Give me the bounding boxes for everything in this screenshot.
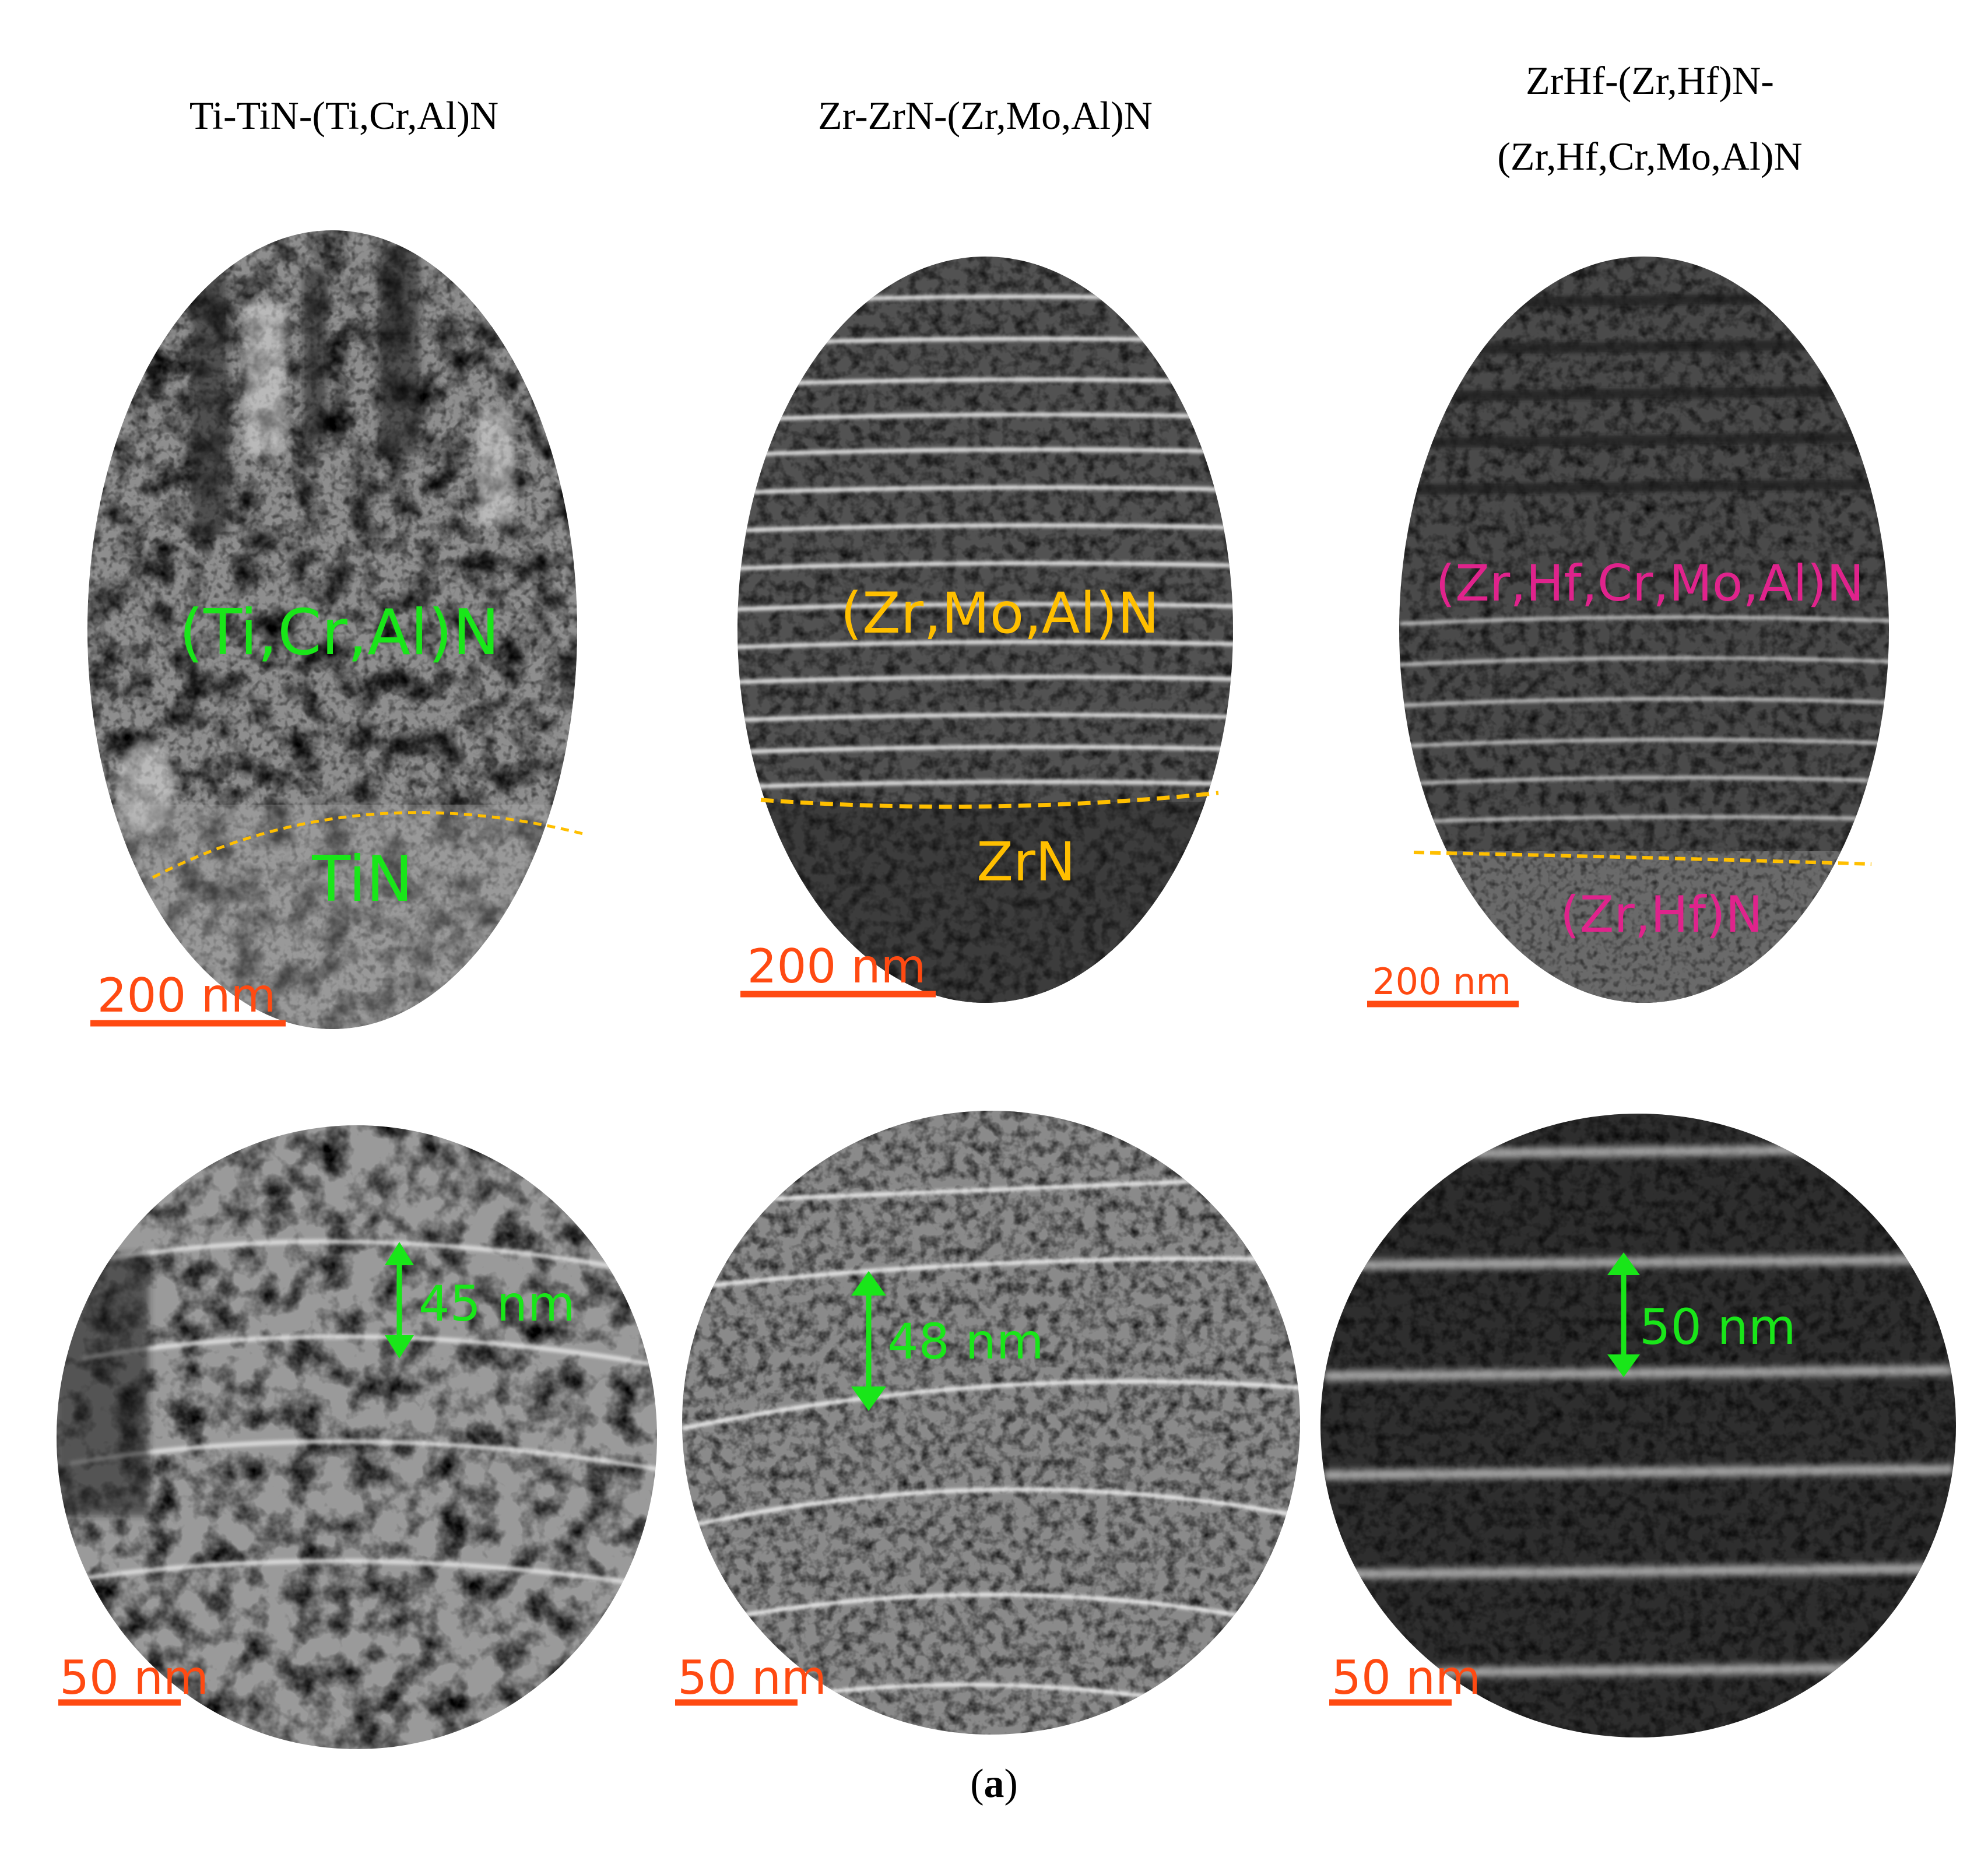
column-title-1: Ti-TiN-(Ti,Cr,Al)N: [189, 93, 499, 138]
interface-line: [760, 791, 1219, 809]
phase-label: (Zr,Mo,Al)N: [841, 581, 1160, 646]
scale-bar-label: 50 nm: [677, 1651, 827, 1705]
tem-panel-ti-bottom: [57, 1125, 657, 1749]
phase-label: (Zr,Hf)N: [1560, 886, 1763, 944]
tem-panel-zrhf-bottom: [1320, 1114, 1956, 1737]
scale-bars: [58, 991, 1519, 1706]
column-title-2: Zr-ZrN-(Zr,Mo,Al)N: [818, 93, 1153, 138]
scale-bar-label: 200 nm: [1372, 960, 1511, 1003]
double-arrow-icon: [851, 1271, 886, 1411]
scale-bar-label: 200 nm: [97, 968, 276, 1023]
period-label: 45 nm: [419, 1275, 575, 1332]
interface-line: [1413, 851, 1872, 866]
period-label: 48 nm: [887, 1313, 1044, 1370]
figure-caption: (a): [970, 1761, 1018, 1806]
period-label: 50 nm: [1639, 1298, 1796, 1356]
phase-label: (Ti,Cr,Al)N: [179, 596, 500, 669]
column-title-3-line-2: (Zr,Hf,Cr,Mo,Al)N: [1497, 134, 1803, 178]
scale-bar-label: 200 nm: [747, 939, 926, 994]
phase-label: ZrN: [977, 831, 1076, 893]
tem-panel-ti-top: [87, 230, 577, 1029]
double-arrow-icon: [1607, 1252, 1640, 1377]
phase-label: TiN: [311, 843, 413, 916]
column-title-3-line-1: ZrHf-(Zr,Hf)N-: [1526, 58, 1774, 103]
scale-bar-label: 50 nm: [59, 1651, 209, 1705]
period-arrows: [385, 1242, 1640, 1411]
double-arrow-icon: [385, 1242, 414, 1358]
scale-bar-label: 50 nm: [1332, 1651, 1481, 1705]
interface-line: [152, 811, 584, 879]
phase-label: (Zr,Hf,Cr,Mo,Al)N: [1436, 554, 1864, 613]
tem-panel-zr-bottom: [682, 1111, 1300, 1735]
